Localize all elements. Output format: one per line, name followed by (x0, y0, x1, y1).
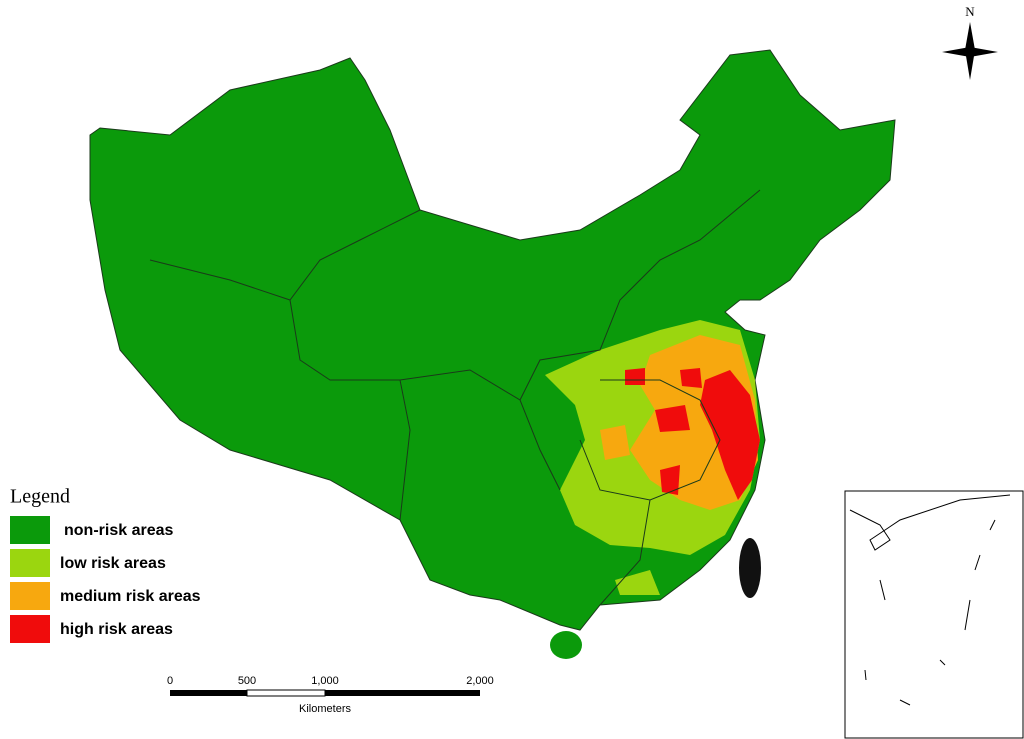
scale-ticks: 0 500 1,000 2,000 (167, 675, 494, 687)
legend-title: Legend (10, 486, 70, 508)
legend-items: non-risk areas low risk areas medium risk … (10, 516, 201, 643)
border (599, 499, 651, 606)
legend-swatch (10, 615, 50, 643)
scale-segment (246, 689, 326, 697)
scale-tick-label: 1,000 (311, 675, 339, 687)
north-label: N (965, 4, 975, 19)
scale-segment (170, 690, 247, 696)
legend-label: medium risk areas (60, 588, 201, 605)
legend-label: high risk areas (60, 621, 173, 638)
scale-segment (325, 690, 480, 696)
border (289, 299, 411, 521)
china-map (89, 49, 896, 659)
scale-tick-label: 2,000 (466, 675, 494, 687)
coast (849, 494, 1011, 551)
legend-swatch (10, 549, 50, 577)
legend: Legend non-risk areas low risk areas mediu… (10, 486, 201, 643)
border (519, 189, 761, 401)
inset-islands (849, 494, 1011, 706)
arrow-ew (942, 47, 998, 57)
scale-tick-label: 500 (238, 675, 256, 687)
taiwan (739, 538, 761, 598)
north-arrow: N (942, 4, 998, 80)
legend-swatch (10, 516, 50, 544)
border (579, 379, 721, 501)
inset-frame (844, 490, 1024, 739)
legend-label: low risk areas (60, 555, 166, 572)
legend-label: non-risk areas (64, 522, 173, 539)
province-borders (149, 189, 761, 606)
scale-unit: Kilometers (299, 703, 351, 715)
border (149, 209, 421, 301)
scale-tick-label: 0 (167, 675, 173, 687)
scale-bar: 0 500 1,000 2,000 Kilometers (167, 675, 494, 715)
high-risk-region (625, 368, 760, 500)
legend-swatch (10, 582, 50, 610)
inset-map (844, 490, 1024, 739)
hainan-island (550, 631, 582, 659)
islands (864, 519, 996, 706)
